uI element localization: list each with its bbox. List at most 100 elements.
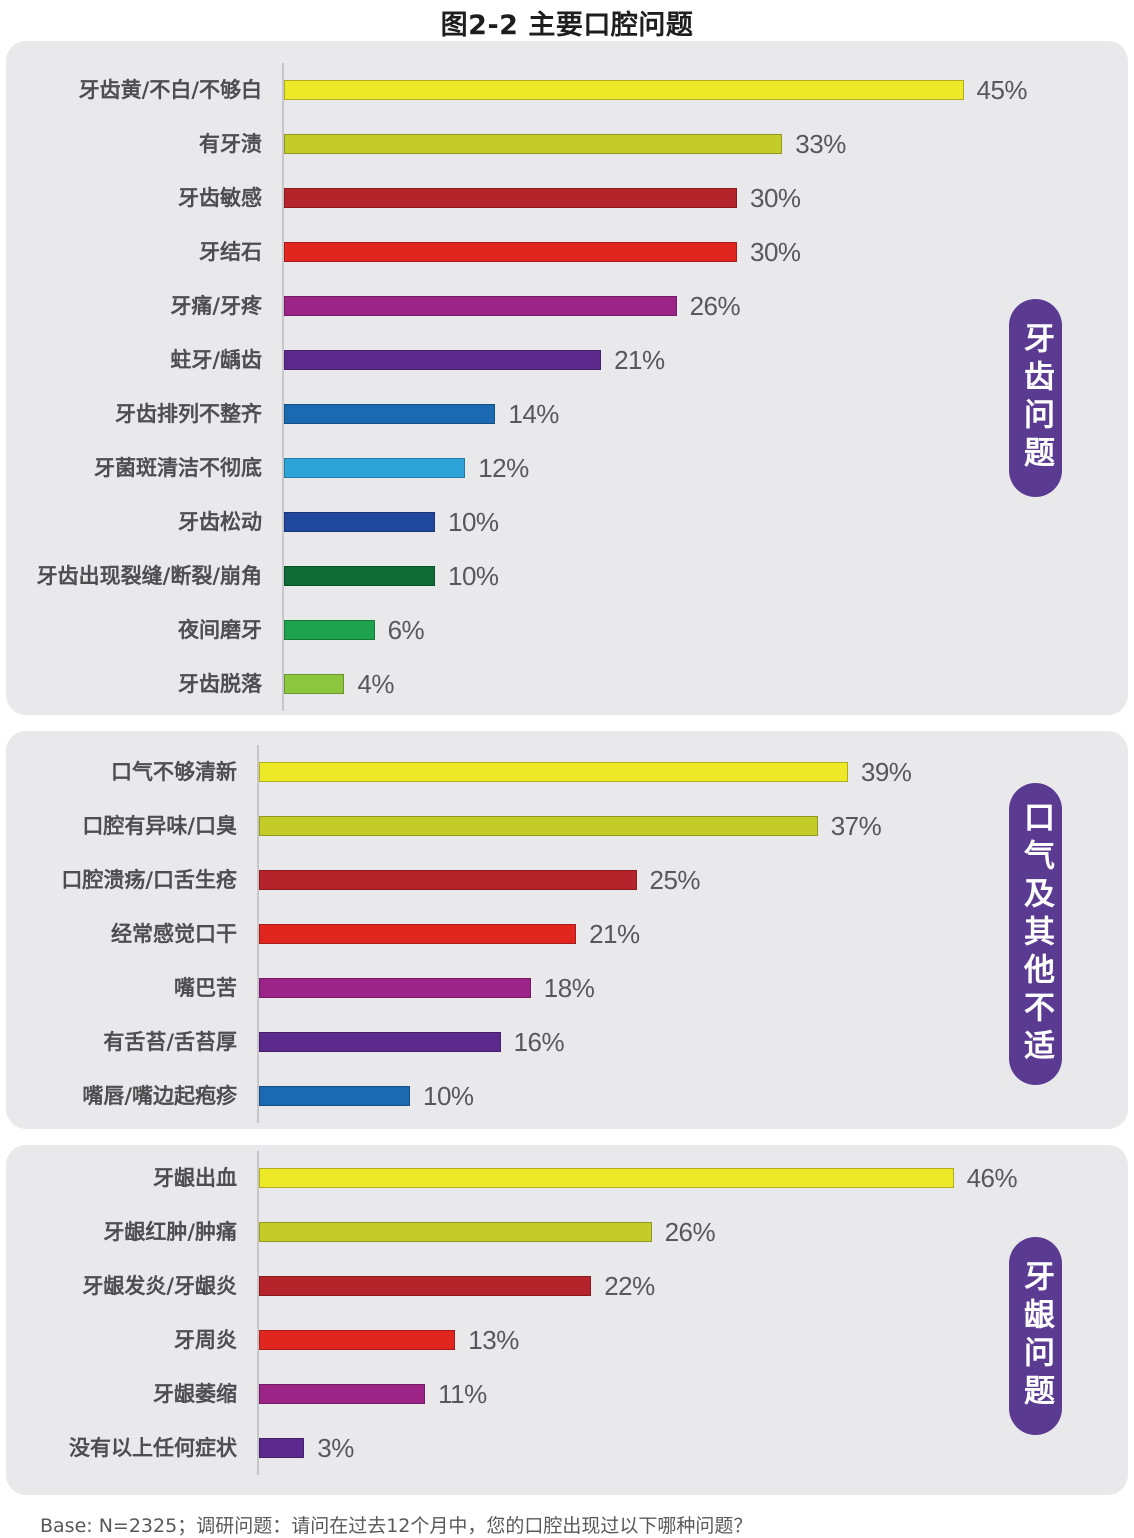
bar-cell: 22% <box>257 1259 1128 1313</box>
category-label: 牙痛/牙疼 <box>170 293 262 318</box>
bar-row: 牙菌斑清洁不彻底 12% <box>6 441 1128 495</box>
bar-row: 口气不够清新 39% <box>6 745 1128 799</box>
bar-cell: 26% <box>282 279 1128 333</box>
category-label: 牙菌斑清洁不彻底 <box>94 455 262 480</box>
bar-row: 牙齿出现裂缝/断裂/崩角 10% <box>6 549 1128 603</box>
value-label: 13% <box>468 1324 519 1355</box>
panel-teeth-problems: 牙齿黄/不白/不够白 45% 有牙渍 33% 牙齿敏感 30% 牙结石 30% 牙痛/牙疼 26%… <box>6 41 1128 715</box>
category-label: 经常感觉口干 <box>111 921 237 946</box>
bar-cell: 45% <box>282 63 1128 117</box>
category-label: 牙齿松动 <box>178 509 262 534</box>
bar <box>259 1222 652 1242</box>
value-label: 30% <box>750 236 801 267</box>
bar-row: 有舌苔/舌苔厚 16% <box>6 1015 1128 1069</box>
bar <box>284 80 964 100</box>
bar-cell: 6% <box>282 603 1128 657</box>
bar-row: 牙龈萎缩 11% <box>6 1367 1128 1421</box>
value-label: 22% <box>604 1270 655 1301</box>
bar-row: 有牙渍 33% <box>6 117 1128 171</box>
bar <box>259 1276 592 1296</box>
bar-cell: 18% <box>257 961 1128 1015</box>
panel-breath-discomfort: 口气不够清新 39% 口腔有异味/口臭 37% 口腔溃疡/口舌生疮 25% 经常感觉口干 21… <box>6 731 1128 1129</box>
bar <box>284 620 375 640</box>
value-label: 10% <box>448 560 499 591</box>
bar-row: 牙齿排列不整齐 14% <box>6 387 1128 441</box>
bar-row: 夜间磨牙 6% <box>6 603 1128 657</box>
bar <box>259 1086 410 1106</box>
bar-cell: 10% <box>257 1069 1128 1123</box>
bar-cell: 25% <box>257 853 1128 907</box>
bar-cell: 10% <box>282 495 1128 549</box>
value-label: 46% <box>966 1162 1018 1193</box>
bar <box>259 924 577 944</box>
bar-row: 牙痛/牙疼 26% <box>6 279 1128 333</box>
value-label: 45% <box>976 74 1028 105</box>
value-label: 11% <box>438 1378 487 1409</box>
value-label: 16% <box>513 1026 565 1057</box>
base-note: Base: N=2325；调研问题：请问在过去12个月中，您的口腔出现过以下哪种… <box>40 1515 753 1537</box>
bar-row: 牙龈红肿/肿痛 26% <box>6 1205 1128 1259</box>
bar-cell: 14% <box>282 387 1128 441</box>
category-label: 口腔有异味/口臭 <box>82 813 237 838</box>
category-label: 夜间磨牙 <box>178 617 262 642</box>
bar-cell: 21% <box>257 907 1128 961</box>
value-label: 10% <box>423 1080 474 1111</box>
bar <box>259 1438 305 1458</box>
bar-row: 牙结石 30% <box>6 225 1128 279</box>
value-label: 26% <box>664 1216 716 1247</box>
bar-cell: 10% <box>282 549 1128 603</box>
bar-chart-breath: 口气不够清新 39% 口腔有异味/口臭 37% 口腔溃疡/口舌生疮 25% 经常感觉口干 21… <box>6 745 1128 1123</box>
bar-chart-teeth: 牙齿黄/不白/不够白 45% 有牙渍 33% 牙齿敏感 30% 牙结石 30% 牙痛/牙疼 26%… <box>6 63 1128 711</box>
value-label: 3% <box>317 1432 354 1463</box>
category-label: 牙结石 <box>199 239 262 264</box>
bar-row: 牙齿敏感 30% <box>6 171 1128 225</box>
bar <box>284 134 783 154</box>
category-label: 牙龈出血 <box>153 1165 237 1190</box>
bar-row: 牙龈发炎/牙龈炎 22% <box>6 1259 1128 1313</box>
value-label: 25% <box>649 864 701 895</box>
category-label: 牙龈红肿/肿痛 <box>103 1219 237 1244</box>
bar <box>284 674 345 694</box>
value-label: 21% <box>614 344 665 375</box>
bar-cell: 39% <box>257 745 1128 799</box>
category-label: 嘴唇/嘴边起疱疹 <box>82 1083 237 1108</box>
bar-row: 口腔溃疡/口舌生疮 25% <box>6 853 1128 907</box>
panel-gum-problems: 牙龈出血 46% 牙龈红肿/肿痛 26% 牙龈发炎/牙龈炎 22% 牙周炎 13% 牙龈萎缩 11… <box>6 1145 1128 1495</box>
bar <box>259 1330 456 1350</box>
bar-cell: 12% <box>282 441 1128 495</box>
category-label: 有牙渍 <box>199 131 262 156</box>
category-label: 牙龈萎缩 <box>153 1381 237 1406</box>
bar <box>259 816 818 836</box>
bar-cell: 16% <box>257 1015 1128 1069</box>
group-badge-breath: 口气及其他不适 <box>1009 783 1062 1085</box>
group-badge-teeth: 牙齿问题 <box>1009 299 1062 497</box>
bar-chart-gums: 牙龈出血 46% 牙龈红肿/肿痛 26% 牙龈发炎/牙龈炎 22% 牙周炎 13% 牙龈萎缩 11… <box>6 1151 1128 1475</box>
bar-cell: 33% <box>282 117 1128 171</box>
category-label: 牙龈发炎/牙龈炎 <box>82 1273 237 1298</box>
value-label: 12% <box>478 452 529 483</box>
value-label: 6% <box>387 614 425 645</box>
bar-cell: 4% <box>282 657 1128 711</box>
bar-cell: 30% <box>282 225 1128 279</box>
category-label: 嘴巴苦 <box>174 975 237 1000</box>
value-label: 4% <box>357 668 394 699</box>
bar-row: 牙齿脱落 4% <box>6 657 1128 711</box>
value-label: 39% <box>860 756 912 787</box>
value-label: 14% <box>508 398 559 429</box>
bar-cell: 21% <box>282 333 1128 387</box>
bar-cell: 26% <box>257 1205 1128 1259</box>
bar <box>284 404 496 424</box>
chart-title: 图2-2 主要口腔问题 <box>440 10 694 41</box>
bar <box>284 512 435 532</box>
value-label: 10% <box>448 506 499 537</box>
bar <box>284 566 435 586</box>
category-label: 蛀牙/龋齿 <box>170 347 262 372</box>
category-label: 有舌苔/舌苔厚 <box>103 1029 237 1054</box>
bar <box>259 1384 426 1404</box>
value-label: 33% <box>795 128 846 159</box>
value-label: 18% <box>543 972 595 1003</box>
bar-row: 口腔有异味/口臭 37% <box>6 799 1128 853</box>
bar-row: 牙齿松动 10% <box>6 495 1128 549</box>
category-label: 牙周炎 <box>174 1327 237 1352</box>
